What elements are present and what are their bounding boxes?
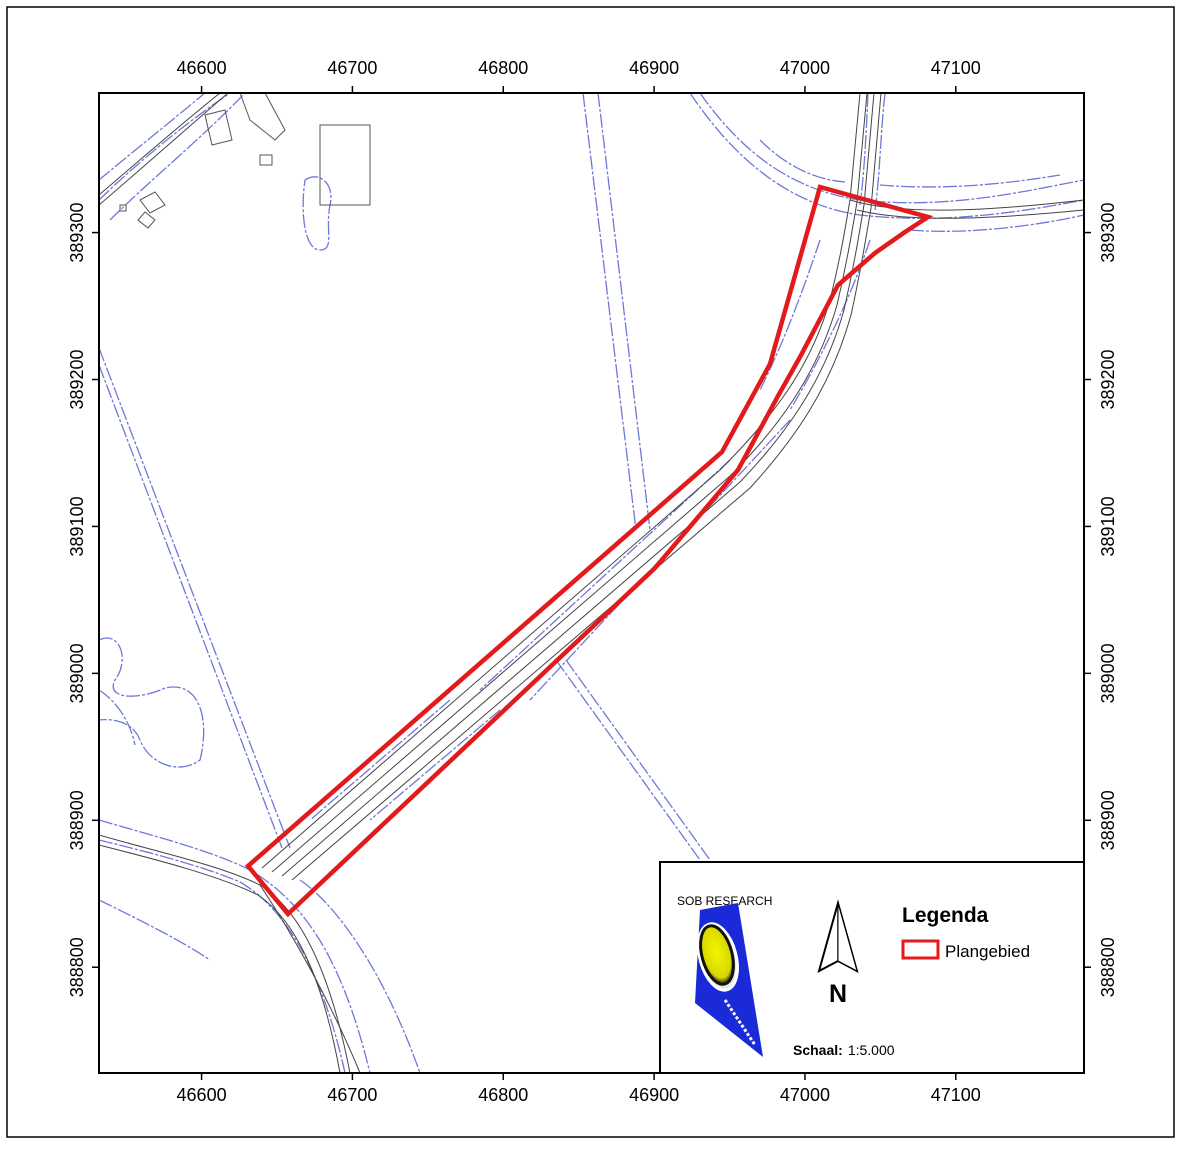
x-tick-label-bottom: 47000 xyxy=(780,1085,830,1105)
x-tick-label-top: 47100 xyxy=(931,58,981,78)
legend-box: SOB RESEARCH N Legenda Plangebied Schaal… xyxy=(659,861,1085,1074)
plangebied-outline xyxy=(244,184,934,918)
x-tick-label-top: 46800 xyxy=(478,58,528,78)
y-tick-label-right: 388800 xyxy=(1098,937,1118,997)
y-tick-label-right: 388900 xyxy=(1098,790,1118,850)
axis-top: 46600 46700 46800 46900 47000 47100 xyxy=(177,58,981,93)
sob-research-logo: SOB RESEARCH xyxy=(677,894,772,1057)
y-tick-label-left: 388800 xyxy=(67,937,87,997)
x-tick-label-bottom: 46700 xyxy=(327,1085,377,1105)
y-tick-label-left: 388900 xyxy=(67,790,87,850)
y-tick-label-right: 389200 xyxy=(1098,349,1118,409)
y-tick-label-left: 389000 xyxy=(67,643,87,703)
page-frame xyxy=(6,6,1175,1138)
x-tick-label-bottom: 47100 xyxy=(931,1085,981,1105)
y-tick-label-right: 389100 xyxy=(1098,496,1118,556)
x-tick-label-bottom: 46800 xyxy=(478,1085,528,1105)
north-label: N xyxy=(829,980,847,1008)
scale-text: Schaal: 1:5.000 xyxy=(793,1042,895,1058)
axis-left: 389300 389200 389100 389000 388900 388800 xyxy=(67,203,99,997)
road-lines xyxy=(99,93,1084,1073)
axis-bottom: 46600 46700 46800 46900 47000 47100 xyxy=(177,1073,981,1105)
scale-value: 1:5.000 xyxy=(848,1042,895,1058)
axis-right: 389300 389200 389100 389000 388900 388800 xyxy=(1084,203,1118,997)
map-frame xyxy=(98,92,1085,1074)
x-tick-label-top: 46700 xyxy=(327,58,377,78)
x-tick-label-bottom: 46900 xyxy=(629,1085,679,1105)
x-tick-label-top: 47000 xyxy=(780,58,830,78)
north-arrow-icon: N xyxy=(817,899,859,1008)
x-tick-label-bottom: 46600 xyxy=(177,1085,227,1105)
y-tick-label-left: 389300 xyxy=(67,203,87,263)
y-tick-label-right: 389000 xyxy=(1098,643,1118,703)
x-tick-label-top: 46900 xyxy=(629,58,679,78)
legend-title: Legenda xyxy=(902,904,989,927)
scale-label: Schaal: xyxy=(793,1042,843,1058)
legend-swatch-plangebied xyxy=(901,939,940,960)
x-tick-label-top: 46600 xyxy=(177,58,227,78)
y-tick-label-right: 389300 xyxy=(1098,203,1118,263)
y-tick-label-left: 389100 xyxy=(67,496,87,556)
logo-text: SOB RESEARCH xyxy=(677,894,772,908)
legend-item-plangebied: Plangebied xyxy=(945,942,1030,961)
y-tick-label-left: 389200 xyxy=(67,349,87,409)
